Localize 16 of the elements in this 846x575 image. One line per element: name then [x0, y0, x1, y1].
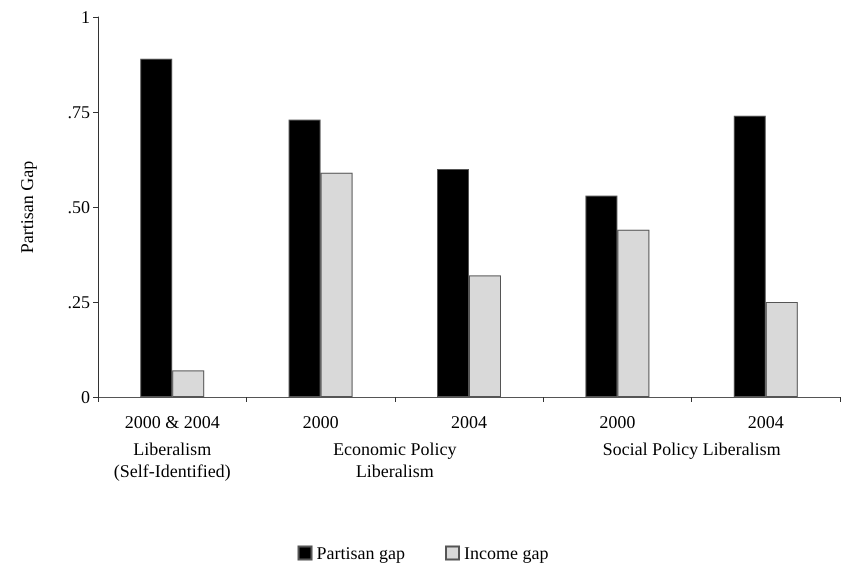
x-tick-label: 2000	[599, 412, 636, 432]
legend-label: Income gap	[464, 543, 548, 563]
y-axis-title: Partisan Gap	[17, 160, 37, 254]
y-tick-label: .75	[68, 102, 90, 122]
text: Liberalism (Self-Identified)	[114, 439, 231, 481]
text: Social Policy Liberalism	[602, 439, 781, 459]
x-tick-label: 2000 & 2004	[124, 412, 220, 432]
y-tick-label: 0	[81, 387, 90, 407]
y-tick-label: .50	[68, 197, 90, 217]
y-tick-label: .25	[68, 292, 90, 312]
y-tick-label: 1	[81, 7, 90, 27]
legend-label: Partisan gap	[316, 543, 406, 563]
x-tick-label: 2004	[451, 412, 487, 432]
text: Economic Policy Liberalism	[333, 439, 457, 481]
x-tick-label: 2004	[748, 412, 784, 432]
x-tick-label: 2000	[302, 412, 339, 432]
